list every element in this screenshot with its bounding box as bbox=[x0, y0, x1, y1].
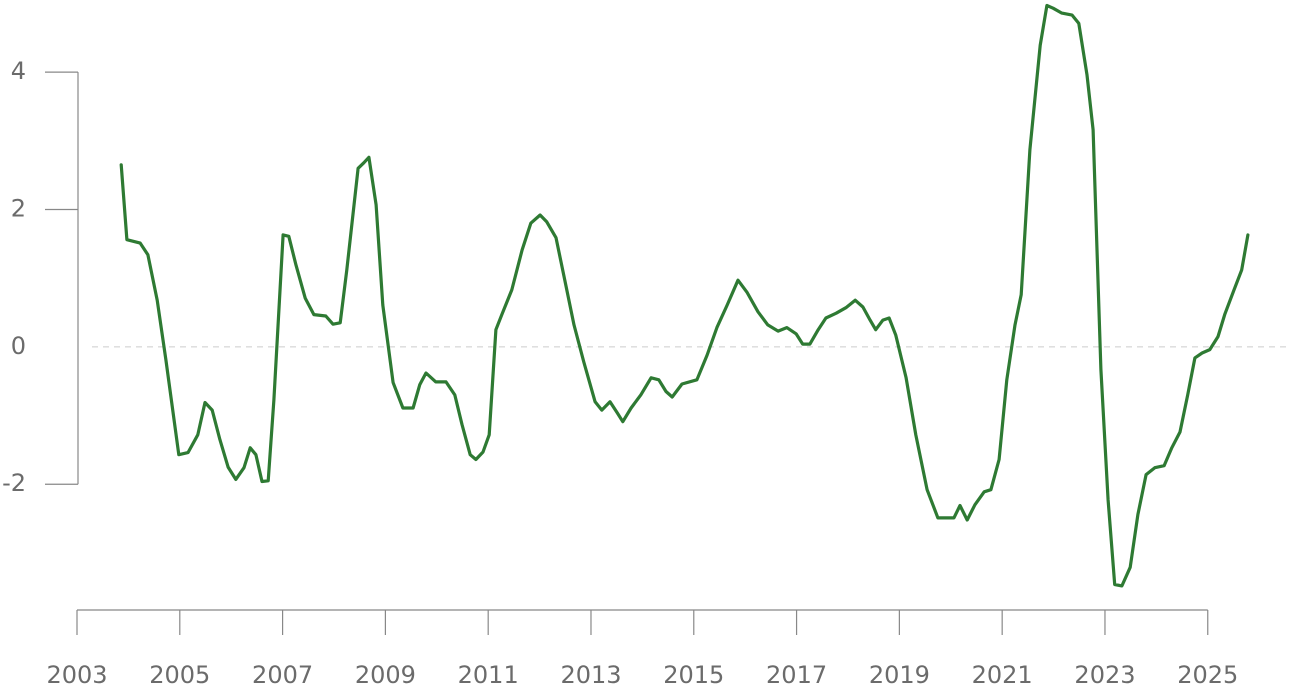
y-tick-label: -2 bbox=[2, 469, 26, 497]
x-tick-label: 2021 bbox=[972, 661, 1033, 687]
x-tick-label: 2007 bbox=[252, 661, 313, 687]
x-tick-label: 2009 bbox=[355, 661, 416, 687]
line bbox=[119, 3, 1250, 588]
x-tick-label: 2023 bbox=[1074, 661, 1135, 687]
x-tick-label: 2005 bbox=[149, 661, 210, 687]
x-tick-label: 2013 bbox=[560, 661, 621, 687]
x-tick-label: 2019 bbox=[869, 661, 930, 687]
x-tick-label: 2025 bbox=[1177, 661, 1238, 687]
x-tick-label: 2015 bbox=[663, 661, 724, 687]
y-tick-label: 4 bbox=[11, 57, 26, 85]
x-tick-label: 2003 bbox=[46, 661, 107, 687]
x-tick-label: 2017 bbox=[766, 661, 827, 687]
y-tick-label: 0 bbox=[11, 332, 26, 360]
x-tick-label: 2011 bbox=[458, 661, 519, 687]
y-tick-label: 2 bbox=[11, 194, 26, 222]
